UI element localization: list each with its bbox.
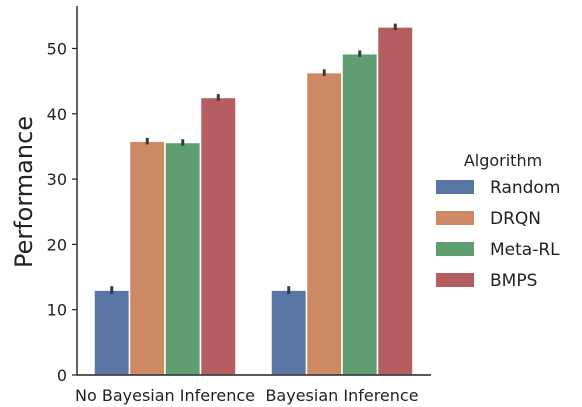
legend-swatch-drqn [436, 211, 474, 225]
bar-meta-rl-1 [341, 52, 379, 376]
legend-swatch-bmps [436, 273, 474, 287]
y-tick-label-30: 30 [47, 170, 67, 189]
legend-swatch-random [436, 180, 474, 194]
legend-label-bmps: BMPS [490, 271, 537, 291]
bar-random-0 [93, 289, 131, 376]
y-tick-label-50: 50 [47, 39, 67, 58]
y-tick-label-40: 40 [47, 105, 67, 124]
legend-title: Algorithm [464, 151, 542, 170]
bar-drqn-1 [305, 71, 343, 376]
bar-random-1 [270, 289, 308, 376]
error-bars-group [110, 23, 397, 295]
y-tick-label-20: 20 [47, 235, 67, 254]
bar-bmps-0 [199, 96, 237, 376]
y-ticks-group: 0 10 20 30 40 50 [47, 39, 77, 385]
x-category-label-1: Bayesian Inference [265, 386, 418, 405]
y-tick-label-0: 0 [57, 366, 67, 385]
x-categories-group: No Bayesian Inference Bayesian Inference [75, 386, 419, 405]
bar-bmps-1 [376, 26, 414, 376]
y-axis-label: Performance [10, 116, 38, 268]
legend-label-random: Random [490, 178, 560, 198]
legend-items: Random DRQN Meta-RL BMPS [436, 178, 560, 291]
bar-meta-rl-0 [164, 141, 202, 376]
bars-group [93, 26, 414, 376]
legend-label-meta-rl: Meta-RL [490, 240, 560, 260]
legend-swatch-meta-rl [436, 242, 474, 256]
legend: Algorithm Random DRQN Meta-RL BMPS [436, 151, 560, 291]
x-category-label-0: No Bayesian Inference [75, 386, 255, 405]
y-tick-label-10: 10 [47, 301, 67, 320]
bar-drqn-0 [128, 140, 166, 376]
legend-label-drqn: DRQN [490, 209, 541, 229]
